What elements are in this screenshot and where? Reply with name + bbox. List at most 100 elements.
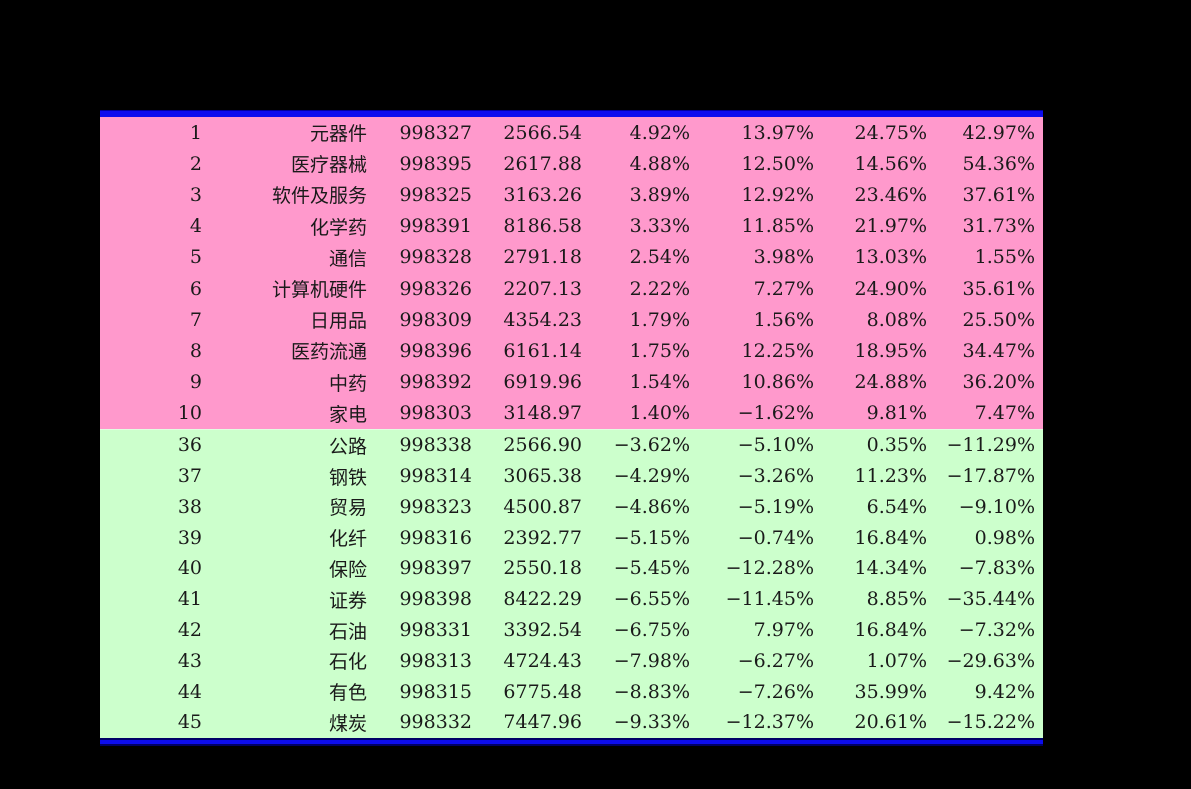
table-top-border bbox=[100, 110, 1043, 117]
cell-pct1: 1.79% bbox=[629, 308, 690, 331]
cell-pct4: −17.87% bbox=[946, 465, 1035, 488]
table-row: 42 石油 998331 3392.54 −6.75% 7.97% 16.84% −7.32% bbox=[100, 615, 1043, 646]
cell-rank: 40 bbox=[177, 557, 202, 580]
cell-pct1: 2.54% bbox=[629, 246, 690, 269]
table-row: 36 公路 998338 2566.90 −3.62% −5.10% 0.35% −11.29… bbox=[100, 430, 1043, 461]
cell-pct2: −6.27% bbox=[737, 649, 814, 672]
cell-pct1: −3.62% bbox=[613, 434, 690, 457]
cell-rank: 8 bbox=[189, 339, 202, 362]
cell-rank: 41 bbox=[177, 588, 202, 611]
cell-code: 998323 bbox=[399, 495, 472, 518]
cell-pct4: −35.44% bbox=[946, 588, 1035, 611]
cell-pct3: 24.75% bbox=[854, 121, 927, 144]
cell-sector: 煤炭 bbox=[328, 712, 367, 735]
cell-pct2: 12.25% bbox=[741, 339, 814, 362]
cell-pct2: 13.97% bbox=[741, 121, 814, 144]
cell-value: 2207.13 bbox=[503, 277, 582, 300]
table-row: 2 医疗器械 998395 2617.88 4.88% 12.50% 14.56% 54.36… bbox=[100, 148, 1043, 179]
cell-pct1: 1.75% bbox=[629, 339, 690, 362]
cell-sector: 元器件 bbox=[309, 123, 367, 146]
cell-pct2: −1.62% bbox=[737, 402, 814, 425]
cell-sector: 保险 bbox=[328, 558, 367, 581]
cell-pct1: −5.15% bbox=[613, 526, 690, 549]
cell-pct2: −3.26% bbox=[737, 465, 814, 488]
cell-code: 998332 bbox=[399, 711, 472, 734]
cell-value: 4500.87 bbox=[503, 495, 582, 518]
cell-pct2: −7.26% bbox=[737, 680, 814, 703]
cell-rank: 42 bbox=[177, 619, 202, 642]
cell-rank: 1 bbox=[189, 121, 202, 144]
cell-code: 998397 bbox=[399, 557, 472, 580]
cell-pct2: −12.37% bbox=[725, 711, 814, 734]
cell-pct3: 24.88% bbox=[854, 371, 927, 394]
cell-code: 998325 bbox=[399, 183, 472, 206]
table-row: 38 贸易 998323 4500.87 −4.86% −5.19% 6.54% −9.10% bbox=[100, 491, 1043, 522]
cell-pct4: −7.83% bbox=[958, 557, 1035, 580]
cell-pct1: 4.92% bbox=[629, 121, 690, 144]
cell-pct2: −12.28% bbox=[725, 557, 814, 580]
cell-rank: 36 bbox=[177, 434, 202, 457]
cell-sector: 计算机硬件 bbox=[271, 279, 367, 302]
cell-sector: 通信 bbox=[328, 247, 367, 270]
table-row: 10 家电 998303 3148.97 1.40% −1.62% 9.81% 7.47% bbox=[100, 398, 1043, 429]
cell-pct1: −7.98% bbox=[613, 649, 690, 672]
cell-sector: 日用品 bbox=[309, 310, 367, 333]
cell-value: 6919.96 bbox=[503, 371, 582, 394]
cell-pct3: 21.97% bbox=[854, 215, 927, 238]
cell-value: 4724.43 bbox=[503, 649, 582, 672]
table-row: 8 医药流通 998396 6161.14 1.75% 12.25% 18.95% 34.47… bbox=[100, 335, 1043, 366]
cell-value: 2566.90 bbox=[503, 434, 582, 457]
cell-pct2: −5.10% bbox=[737, 434, 814, 457]
cell-pct1: −5.45% bbox=[613, 557, 690, 580]
cell-pct3: 18.95% bbox=[854, 339, 927, 362]
table-row: 6 计算机硬件 998326 2207.13 2.22% 7.27% 24.90% 35.61… bbox=[100, 273, 1043, 304]
cell-pct4: −9.10% bbox=[958, 495, 1035, 518]
cell-value: 3163.26 bbox=[503, 183, 582, 206]
cell-pct3: 14.56% bbox=[854, 152, 927, 175]
gainers-section: 1 元器件 998327 2566.54 4.92% 13.97% 24.75% 42.97%… bbox=[100, 117, 1043, 429]
table-row: 41 证券 998398 8422.29 −6.55% −11.45% 8.85% −35.4… bbox=[100, 584, 1043, 615]
cell-pct4: 25.50% bbox=[962, 308, 1035, 331]
cell-code: 998331 bbox=[399, 619, 472, 642]
cell-pct1: −8.83% bbox=[613, 680, 690, 703]
cell-pct4: 34.47% bbox=[962, 339, 1035, 362]
cell-rank: 7 bbox=[189, 308, 202, 331]
cell-pct3: 35.99% bbox=[854, 680, 927, 703]
table-row: 9 中药 998392 6919.96 1.54% 10.86% 24.88% 36.20% bbox=[100, 367, 1043, 398]
table-row: 44 有色 998315 6775.48 −8.83% −7.26% 35.99% 9.42% bbox=[100, 676, 1043, 707]
cell-pct1: −9.33% bbox=[613, 711, 690, 734]
cell-code: 998392 bbox=[399, 371, 472, 394]
cell-rank: 6 bbox=[189, 277, 202, 300]
cell-sector: 贸易 bbox=[328, 497, 367, 520]
cell-sector: 证券 bbox=[328, 589, 367, 612]
cell-pct1: 2.22% bbox=[629, 277, 690, 300]
cell-rank: 5 bbox=[189, 246, 202, 269]
cell-value: 2791.18 bbox=[503, 246, 582, 269]
cell-code: 998313 bbox=[399, 649, 472, 672]
cell-pct4: 42.97% bbox=[962, 121, 1035, 144]
table-row: 5 通信 998328 2791.18 2.54% 3.98% 13.03% 1.55% bbox=[100, 242, 1043, 273]
cell-code: 998327 bbox=[399, 121, 472, 144]
cell-rank: 44 bbox=[177, 680, 202, 703]
table-row: 7 日用品 998309 4354.23 1.79% 1.56% 8.08% 25.50% bbox=[100, 304, 1043, 335]
cell-code: 998398 bbox=[399, 588, 472, 611]
cell-rank: 2 bbox=[189, 152, 202, 175]
table-row: 39 化纤 998316 2392.77 −5.15% −0.74% 16.84% 0.98% bbox=[100, 522, 1043, 553]
cell-pct3: 1.07% bbox=[866, 649, 927, 672]
cell-code: 998303 bbox=[399, 402, 472, 425]
cell-value: 2617.88 bbox=[503, 152, 582, 175]
cell-pct2: −11.45% bbox=[725, 588, 814, 611]
table-bottom-border bbox=[100, 737, 1043, 746]
cell-pct2: 12.92% bbox=[741, 183, 814, 206]
cell-code: 998338 bbox=[399, 434, 472, 457]
cell-pct2: 1.56% bbox=[753, 308, 814, 331]
cell-code: 998391 bbox=[399, 215, 472, 238]
cell-pct1: −6.75% bbox=[613, 619, 690, 642]
cell-pct3: 24.90% bbox=[854, 277, 927, 300]
cell-pct3: 9.81% bbox=[866, 402, 927, 425]
cell-value: 8422.29 bbox=[503, 588, 582, 611]
cell-pct1: 1.54% bbox=[629, 371, 690, 394]
cell-pct3: 14.34% bbox=[854, 557, 927, 580]
cell-sector: 石化 bbox=[328, 651, 367, 674]
sector-index-table: 1 元器件 998327 2566.54 4.92% 13.97% 24.75% 42.97%… bbox=[100, 110, 1043, 746]
